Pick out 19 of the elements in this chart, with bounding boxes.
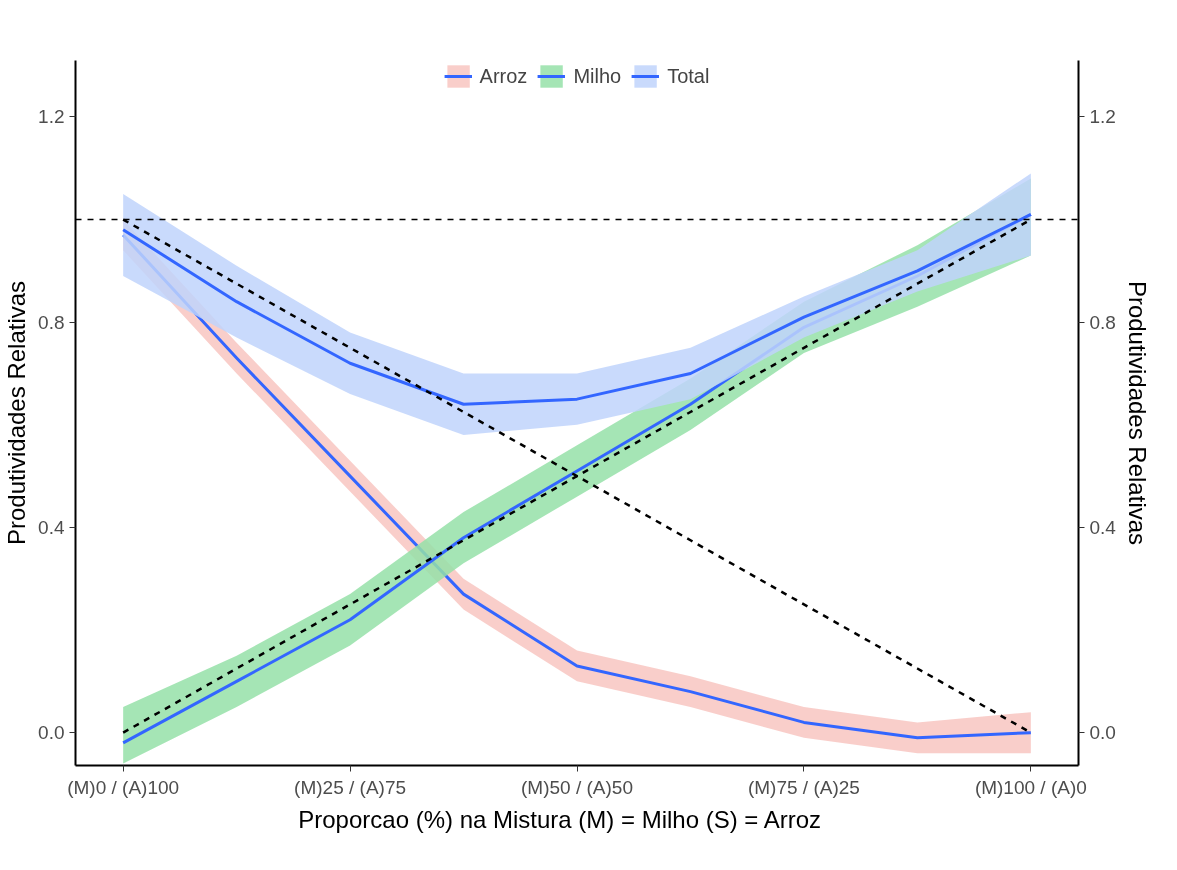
legend-label: Total	[667, 64, 710, 88]
x-axis-title: Proporcao (%) na Mistura (M) = Milho (S) = Arroz	[298, 805, 822, 833]
y2-tick-label: 0.0	[1089, 722, 1116, 744]
y2-tick-label: 0.4	[1089, 516, 1117, 538]
y-axis-title: Produtividades Relativas	[3, 280, 31, 546]
x-tick-label: (M)0 / (A)100	[67, 776, 180, 798]
y-tick-label: 0.0	[38, 722, 65, 744]
y-tick-label: 0.8	[38, 311, 65, 333]
y2-tick-label: 0.8	[1089, 311, 1116, 333]
x-tick-label: (M)100 / (A)0	[974, 776, 1087, 798]
y2-tick-label: 1.2	[1089, 106, 1116, 128]
y-tick-label: 1.2	[38, 106, 65, 128]
y2-axis-title: Produtividades Relativas	[1123, 280, 1151, 546]
legend-label: Arroz	[479, 64, 528, 88]
x-tick-label: (M)50 / (A)50	[521, 776, 633, 798]
y-tick-label: 0.4	[38, 516, 65, 538]
x-tick-label: (M)75 / (A)25	[747, 776, 860, 798]
legend-label: Milho	[573, 64, 622, 88]
x-tick-label: (M)25 / (A)75	[294, 776, 407, 798]
